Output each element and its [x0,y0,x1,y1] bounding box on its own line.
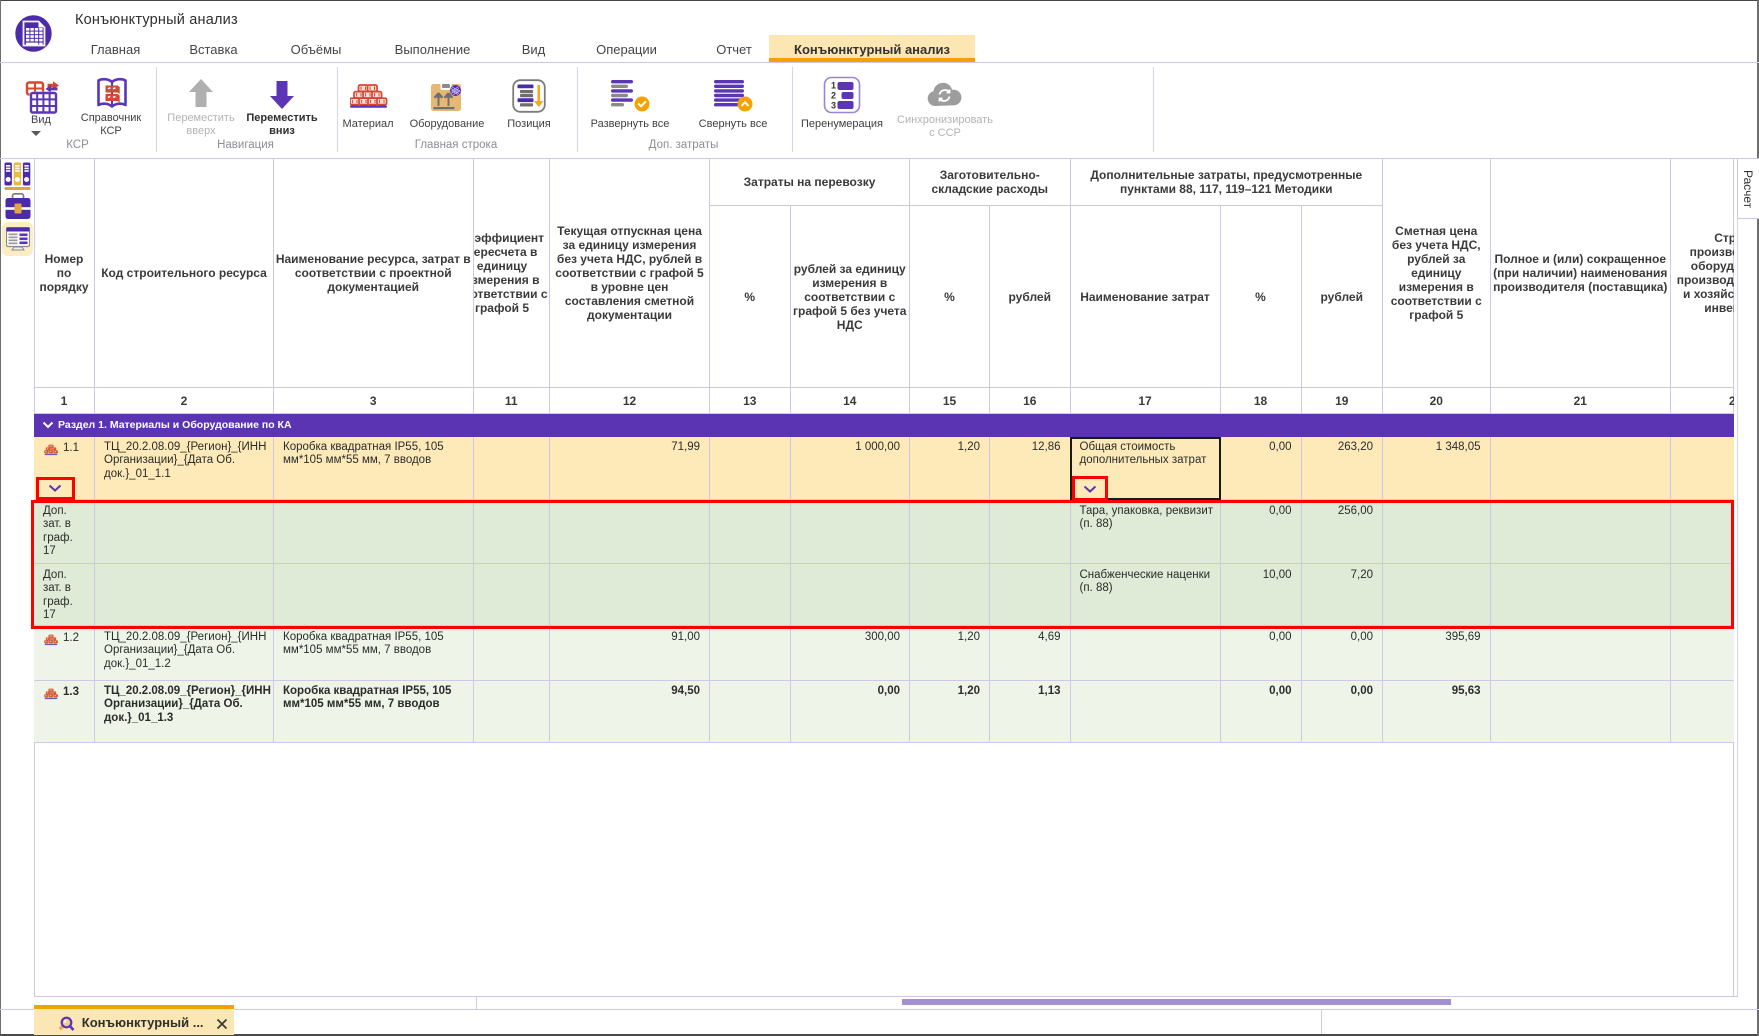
svg-text:1: 1 [831,81,836,91]
svg-text:2: 2 [831,91,836,101]
svg-text:3: 3 [831,101,836,111]
